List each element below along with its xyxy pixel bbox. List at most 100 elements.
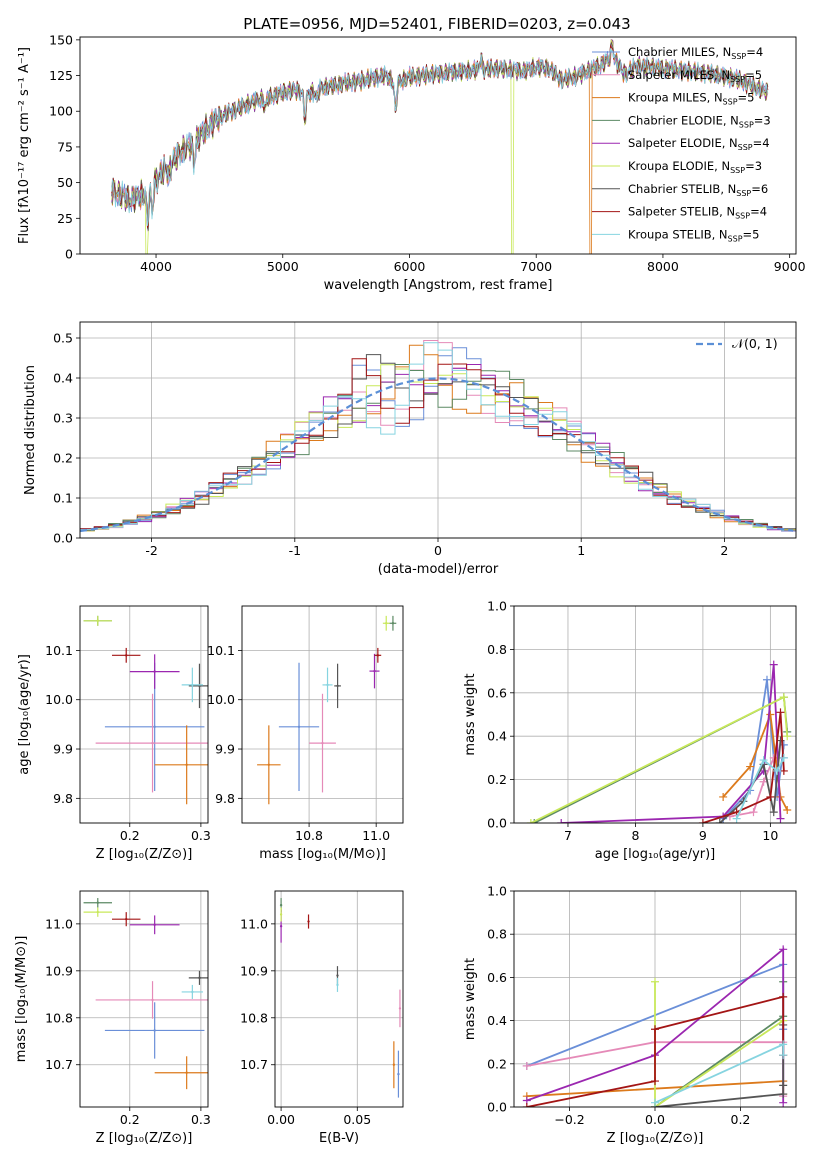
data-point	[398, 1007, 402, 1010]
y-tick-label: 0.3	[53, 411, 73, 426]
weight-marker	[779, 693, 788, 702]
weight-marker	[776, 814, 785, 823]
weight-marker	[522, 1103, 531, 1107]
data-point	[336, 684, 339, 688]
spectrum-line-kroupa-stelib	[111, 48, 769, 226]
data-point	[279, 913, 283, 916]
y-tick-label: 10.0	[207, 692, 235, 707]
weight-marker	[769, 660, 778, 669]
y-tick-label: 0.8	[487, 642, 507, 657]
data-point	[279, 925, 283, 928]
data-point	[385, 622, 388, 625]
weight-marker	[783, 732, 792, 741]
x-tick-label: −0.2	[554, 1112, 584, 1127]
plot-area-age_vs_mass	[257, 615, 397, 805]
legend-entry: Kroupa MILES, NSSP=5	[628, 91, 754, 107]
weight-marker	[776, 708, 785, 717]
weight-marker	[779, 1090, 788, 1099]
y-tick-label: 0.2	[487, 772, 507, 787]
x-axis-label: (data-model)/error	[378, 562, 499, 577]
y-tick-label: 50	[57, 175, 73, 190]
normal-curve	[80, 377, 794, 533]
x-tick-label: 0.2	[120, 1112, 140, 1127]
weight-marker	[779, 766, 788, 775]
weight-line	[654, 981, 784, 1107]
data-point	[373, 669, 376, 673]
plot-area-weight_vs_Z	[522, 945, 788, 1107]
plot-area-weight_vs_age	[526, 660, 792, 823]
x-tick-label: 10	[762, 828, 778, 843]
y-tick-label: 10.7	[45, 1057, 73, 1072]
weight-marker	[651, 1077, 659, 1086]
weight-line	[735, 757, 785, 820]
axes-frame	[513, 890, 797, 1108]
weight-marker	[715, 819, 724, 823]
y-tick-label: 11.0	[45, 916, 73, 931]
y-tick-label: 9.9	[215, 742, 235, 757]
y-tick-label: 11.0	[240, 916, 268, 931]
data-point	[191, 683, 194, 687]
panel-mass_vs_ebv: 0.00 0.05 10.7 10.8 10.9 11.0 E(B-V)	[240, 890, 404, 1146]
x-tick-label: 2	[720, 543, 728, 558]
panel-weight_vs_Z: −0.2 0.0 0.2 0.0 0.2 0.4 0.6 0.8 1.0 Z [log₁₀(Z/Z…	[463, 884, 797, 1146]
data-point	[151, 741, 154, 745]
y-tick-label: 10.9	[240, 963, 268, 978]
panel-spectrum: 4000 5000 6000 7000 8000 9000 0 25 50 75 100 125 150…	[17, 32, 806, 293]
weight-marker	[779, 945, 788, 954]
data-point	[151, 998, 154, 1002]
axes-frame	[513, 605, 797, 824]
x-tick-label: 0.05	[343, 1112, 371, 1127]
weight-marker	[651, 977, 659, 986]
data-point	[185, 763, 188, 767]
weight-marker	[779, 992, 788, 1001]
x-axis-label: Z [log₁₀(Z/Z⊙)]	[607, 1131, 704, 1146]
y-tick-label: 0.2	[487, 1056, 507, 1071]
y-tick-label: 0.2	[53, 451, 73, 466]
panel-age_vs_mass: 10.8 11.0 9.8 9.9 10.0 10.1 mass [log₁₀(M/M⊙)]	[207, 605, 404, 862]
weight-marker	[766, 710, 775, 719]
y-tick-label: 0.0	[487, 1100, 507, 1115]
weight-marker	[732, 814, 741, 823]
data-point	[153, 725, 156, 729]
x-axis-label: wavelength [Angstrom, rest frame]	[324, 278, 553, 293]
y-axis-label: mass weight	[463, 673, 478, 755]
legend-entry: Kroupa STELIB, NSSP=5	[628, 227, 759, 243]
data-point	[153, 923, 156, 927]
legend-entry: Chabrier ELODIE, NSSP=3	[628, 113, 771, 129]
x-axis-label: E(B-V)	[319, 1131, 359, 1146]
weight-marker	[779, 1051, 788, 1060]
data-point	[297, 725, 301, 729]
data-point	[125, 917, 128, 921]
weight-marker	[779, 740, 788, 749]
plot-area-residuals	[80, 340, 796, 533]
y-tick-label: 0.5	[53, 331, 73, 346]
legend-entry: Kroupa ELODIE, NSSP=3	[628, 159, 762, 175]
data-point	[185, 1071, 188, 1074]
x-tick-label: 6000	[394, 259, 426, 274]
data-point	[336, 974, 339, 977]
legend-entry: Salpeter STELIB, NSSP=4	[628, 205, 767, 221]
plot-area-mass_vs_ebv	[279, 898, 402, 1098]
x-tick-label: 5000	[267, 259, 299, 274]
axes-frame	[79, 36, 797, 255]
weight-marker	[769, 808, 778, 817]
data-point	[125, 654, 128, 657]
weight-marker	[773, 766, 782, 775]
y-axis-label: Normed distribution	[23, 365, 38, 495]
data-point	[279, 903, 283, 907]
y-tick-label: 1.0	[487, 599, 507, 614]
data-point	[96, 619, 99, 622]
panel-mass_vs_Z: 0.2 0.3 10.7 10.8 10.9 11.0 Z [log₁₀(Z/Z⊙)] mas…	[14, 890, 211, 1146]
weight-marker	[779, 1098, 788, 1107]
x-tick-label: 0.2	[120, 828, 140, 843]
weight-marker	[746, 762, 755, 771]
y-tick-label: 10.7	[240, 1057, 268, 1072]
axes-frame	[274, 890, 404, 1108]
x-axis-label: Z [log₁₀(Z/Z⊙)]	[96, 847, 193, 862]
y-tick-label: 0.0	[487, 816, 507, 831]
x-tick-label: 0.0	[645, 1112, 665, 1127]
weight-marker	[779, 753, 788, 762]
y-tick-label: 100	[49, 104, 73, 119]
data-point	[153, 670, 156, 673]
